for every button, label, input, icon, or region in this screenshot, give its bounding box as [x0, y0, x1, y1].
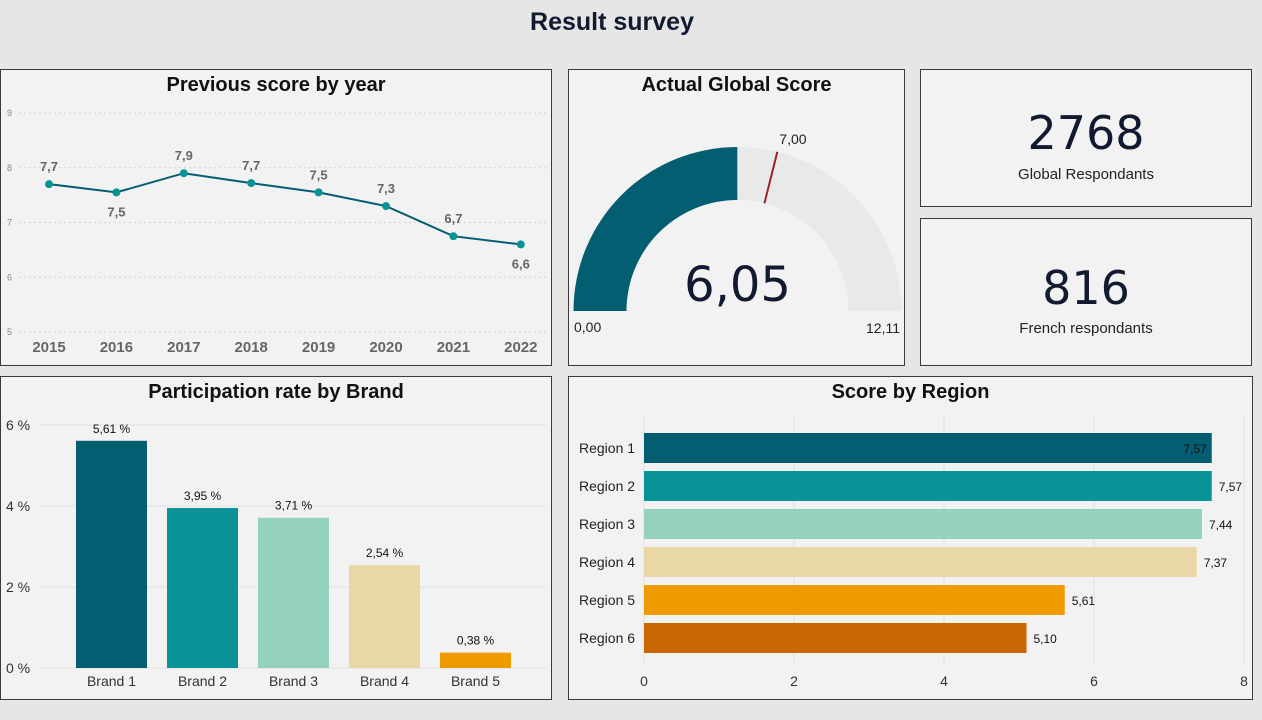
page-title: Result survey: [530, 8, 694, 36]
x-tick-label: 6: [1090, 673, 1098, 689]
global-score-gauge: 7,00 6,05 0,00 12,11: [573, 131, 902, 336]
gauge-value-label: 6,05: [684, 257, 791, 313]
global-respondants-value: 2768: [1027, 106, 1145, 160]
x-tick-label: 2: [790, 673, 798, 689]
previous-score-chart-panel[interactable]: Previous score by year 9 8 7 6 5 7,7 7,5 7,9 7,7…: [0, 69, 552, 366]
y-tick-label: Region 1: [579, 440, 635, 456]
y-tick-label: 0 %: [6, 660, 30, 676]
participation-rate-chart-title: Participation rate by Brand: [148, 381, 404, 403]
x-tick-label: 2022: [504, 339, 537, 356]
data-point: [449, 232, 458, 241]
y-tick-label: 8: [7, 163, 12, 173]
gauge-target-label: 7,00: [779, 131, 806, 147]
bar: [167, 508, 238, 668]
bar: [258, 517, 329, 668]
y-tick-label: Region 6: [579, 630, 635, 646]
x-tick-label: 4: [940, 673, 948, 689]
score-by-region-chart-title: Score by Region: [831, 381, 990, 403]
data-label: 2,54 %: [366, 546, 404, 560]
data-label: 5,61 %: [93, 422, 131, 436]
x-tick-label: 2015: [32, 339, 65, 356]
data-point: [247, 179, 256, 188]
global-respondants-card[interactable]: 2768 Global Respondants: [920, 69, 1252, 207]
x-tick-label: Brand 5: [451, 673, 500, 689]
global-respondants-label: Global Respondants: [1018, 166, 1154, 183]
y-tick-label: Region 4: [579, 554, 635, 570]
score-line: [48, 172, 521, 246]
french-respondants-value: 816: [1042, 261, 1130, 315]
data-label: 7,37: [1204, 556, 1228, 570]
bar: [76, 440, 147, 668]
data-label: 5,10: [1034, 632, 1058, 646]
data-point: [516, 240, 525, 249]
data-label: 7,3: [377, 181, 395, 196]
data-label: 0,38 %: [457, 634, 495, 648]
y-tick-label: 6: [7, 272, 12, 282]
data-point: [45, 180, 53, 189]
gauge-max-label: 12,11: [866, 320, 900, 336]
score-by-region-chart-panel[interactable]: Score by Region 0 2 4 6 8 Region 1 7,57 Region …: [568, 376, 1253, 700]
x-tick-label: 2016: [100, 339, 133, 356]
x-tick-label: 0: [640, 673, 648, 689]
data-label: 7,5: [310, 167, 328, 182]
x-tick-label: Brand 2: [178, 673, 227, 689]
y-tick-label: 7: [7, 218, 12, 228]
y-tick-label: 2 %: [6, 579, 30, 595]
y-tick-label: 9: [7, 108, 12, 118]
data-point: [112, 188, 121, 197]
y-tick-label: 6 %: [6, 417, 30, 433]
data-point: [382, 202, 390, 211]
y-tick-label: Region 2: [579, 478, 635, 494]
data-label: 5,61: [1072, 594, 1096, 608]
y-tick-label: 4 %: [6, 498, 30, 514]
participation-rate-chart-panel[interactable]: Participation rate by Brand 6 % 4 % 2 % 0 %…: [0, 376, 552, 700]
gauge-value-arc: [573, 147, 738, 311]
score-by-region-chart: 0 2 4 6 8 Region 1 7,57 Region 2 7,57 Region 3 7,4…: [579, 417, 1248, 689]
bar: [349, 565, 420, 668]
data-label: 7,7: [40, 159, 58, 174]
data-label: 7,44: [1209, 518, 1233, 532]
previous-score-chart-title: Previous score by year: [166, 74, 386, 96]
data-label: 7,7: [242, 158, 260, 173]
gauge-target-marker: [763, 151, 779, 204]
x-tick-label: 2020: [369, 339, 402, 356]
bar: [644, 471, 1212, 501]
x-tick-label: Brand 3: [269, 673, 318, 689]
y-tick-label: 5: [7, 327, 12, 337]
data-point: [314, 188, 323, 197]
data-label: 3,95 %: [184, 489, 222, 503]
previous-score-chart: 9 8 7 6 5 7,7 7,5 7,9 7,7 7,5 7,3 6,7 6,6 2015 2016 201…: [7, 108, 546, 356]
y-tick-label: Region 5: [579, 592, 635, 608]
x-tick-label: Brand 4: [360, 673, 409, 689]
global-score-gauge-title: Actual Global Score: [641, 74, 832, 96]
bar: [644, 585, 1065, 615]
x-tick-label: 2019: [302, 339, 335, 356]
bar: [644, 547, 1197, 577]
y-tick-label: Region 3: [579, 516, 635, 532]
bar: [644, 623, 1027, 653]
gauge-min-label: 0,00: [574, 319, 601, 335]
x-tick-label: 8: [1240, 673, 1248, 689]
data-point: [179, 169, 188, 178]
data-label: 6,6: [512, 256, 530, 271]
bar: [440, 652, 511, 668]
french-respondants-card[interactable]: 816 French respondants: [920, 218, 1252, 366]
data-label: 7,9: [175, 148, 193, 163]
x-tick-label: 2021: [437, 339, 470, 356]
bar: [644, 433, 1212, 463]
global-score-gauge-panel[interactable]: Actual Global Score 7,00 6,05 0,00 12,11: [568, 69, 905, 366]
participation-rate-chart: 6 % 4 % 2 % 0 % 5,61 % Brand 1 3,95 % Brand 2 3,…: [6, 417, 546, 689]
data-label: 7,5: [107, 204, 125, 219]
data-label: 7,57: [1183, 442, 1207, 456]
data-label: 3,71 %: [275, 499, 313, 513]
x-tick-label: 2018: [235, 339, 268, 356]
x-tick-label: 2017: [167, 339, 200, 356]
french-respondants-label: French respondants: [1019, 320, 1153, 337]
data-label: 6,7: [444, 211, 462, 226]
data-label: 7,57: [1219, 480, 1243, 494]
x-tick-label: Brand 1: [87, 673, 136, 689]
bar: [644, 509, 1202, 539]
